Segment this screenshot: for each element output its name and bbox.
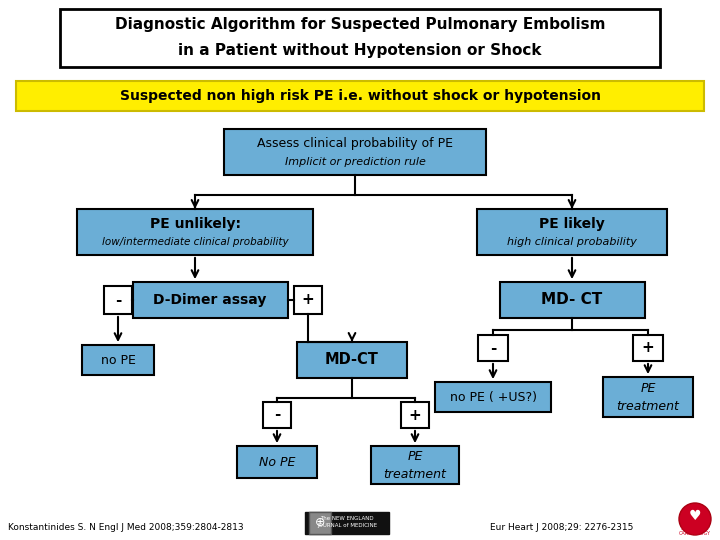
Text: no PE ( +US?): no PE ( +US?)	[449, 390, 536, 403]
Text: Suspected non high risk PE i.e. without shock or hypotension: Suspected non high risk PE i.e. without …	[120, 89, 600, 103]
Bar	[294, 286, 322, 314]
Bar	[477, 209, 667, 255]
Text: -: -	[274, 408, 280, 422]
Text: MD- CT: MD- CT	[541, 293, 603, 307]
Text: Diagnostic Algorithm for Suspected Pulmonary Embolism: Diagnostic Algorithm for Suspected Pulmo…	[114, 17, 606, 31]
Text: no PE: no PE	[101, 354, 135, 367]
Text: Eur Heart J 2008;29: 2276-2315: Eur Heart J 2008;29: 2276-2315	[490, 523, 634, 531]
Text: low/intermediate clinical probability: low/intermediate clinical probability	[102, 237, 288, 247]
Bar	[309, 512, 331, 534]
Text: treatment: treatment	[616, 401, 680, 414]
Text: No PE: No PE	[258, 456, 295, 469]
Text: EUROPEAN
SOCIETY OF
CARDIOLOGY: EUROPEAN SOCIETY OF CARDIOLOGY	[679, 519, 711, 536]
Bar	[435, 382, 551, 412]
Text: treatment: treatment	[384, 469, 446, 482]
Bar	[633, 335, 663, 361]
Text: ♥: ♥	[689, 509, 701, 523]
Bar	[104, 286, 132, 314]
Bar	[16, 81, 704, 111]
Text: PE likely: PE likely	[539, 217, 605, 231]
Circle shape	[679, 503, 711, 535]
Text: PE: PE	[408, 450, 423, 463]
Text: +: +	[409, 408, 421, 422]
Bar	[500, 282, 644, 318]
Text: Assess clinical probability of PE: Assess clinical probability of PE	[257, 138, 453, 151]
Bar	[401, 402, 429, 428]
Bar	[60, 9, 660, 67]
Bar	[297, 342, 407, 378]
Bar	[603, 377, 693, 417]
Text: high clinical probability: high clinical probability	[507, 237, 637, 247]
Bar	[305, 512, 389, 534]
Text: Konstantinides S. N Engl J Med 2008;359:2804-2813: Konstantinides S. N Engl J Med 2008;359:…	[8, 523, 243, 531]
Text: Implicit or prediction rule: Implicit or prediction rule	[284, 157, 426, 167]
Bar	[224, 129, 486, 175]
Text: +: +	[642, 341, 654, 355]
Text: ⊕: ⊕	[315, 516, 325, 530]
Text: -: -	[114, 293, 121, 307]
Bar	[371, 446, 459, 484]
Bar	[132, 282, 287, 318]
Text: The NEW ENGLAND: The NEW ENGLAND	[320, 516, 374, 522]
Text: -: -	[490, 341, 496, 355]
Bar	[263, 402, 291, 428]
Bar	[82, 345, 154, 375]
Bar	[237, 446, 317, 478]
Text: MD-CT: MD-CT	[325, 353, 379, 368]
Text: D-Dimer assay: D-Dimer assay	[153, 293, 266, 307]
Text: in a Patient without Hypotension or Shock: in a Patient without Hypotension or Shoc…	[179, 43, 541, 57]
Bar	[478, 335, 508, 361]
Text: PE unlikely:: PE unlikely:	[150, 217, 240, 231]
Text: +: +	[302, 293, 315, 307]
Bar	[77, 209, 313, 255]
Text: PE: PE	[640, 382, 656, 395]
Text: JOURNAL of MEDICINE: JOURNAL of MEDICINE	[317, 523, 377, 529]
